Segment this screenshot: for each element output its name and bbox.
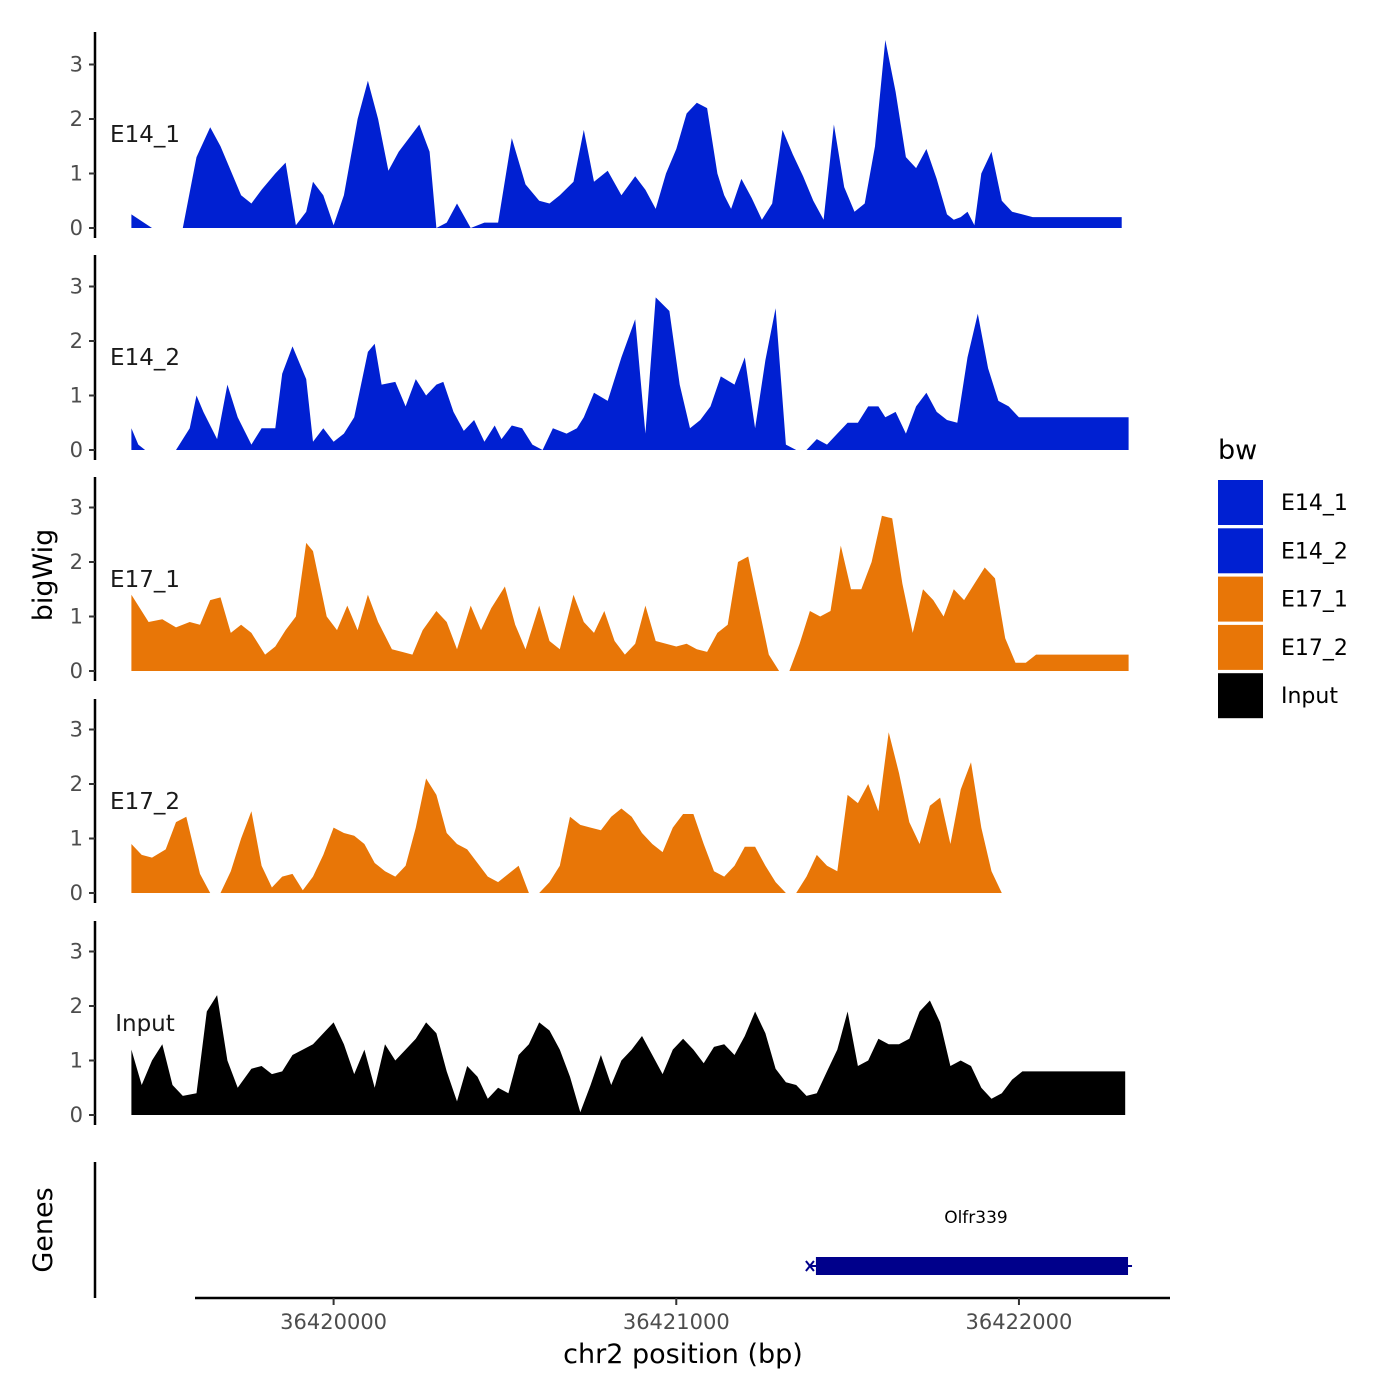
gene-body [815,1257,1129,1275]
area-E17_1 [131,515,1129,671]
legend-label: E14_1 [1281,491,1348,516]
track-label: E14_2 [110,345,180,371]
legend-key-E17_1 [1218,576,1263,622]
x-axis-title: chr2 position (bp) [563,1339,803,1370]
area-E14_1 [131,40,1122,228]
track-E17_2: 0 1 2 3 E17_2 [70,699,1115,905]
track-E17_1: 0 1 2 3 E17_1 [70,477,1129,683]
x-axis: 36420000 36421000 36422000 [195,1296,1170,1334]
y-tick-label: 2 [70,329,83,353]
y-tick-label: 0 [70,216,83,240]
legend-label: Input [1281,684,1338,709]
legend-title: bw [1218,435,1257,466]
y-tick-label: 0 [70,881,83,905]
track-label: E14_1 [110,122,180,148]
y-tick-label: 3 [70,940,83,964]
x-tick-label: 36420000 [280,1310,387,1334]
legend-key-E14_2 [1218,528,1263,574]
gene-label: Olfr339 [944,1208,1008,1228]
y-tick-label: 1 [70,384,83,408]
track-Input: 0 1 2 3 Input [70,921,1126,1127]
y-tick-label: 3 [70,718,83,742]
genes-axis-title: Genes [28,1187,59,1272]
legend-label: E14_2 [1281,539,1348,564]
area-Input [131,995,1126,1115]
y-axis-title: bigWig [28,529,59,622]
y-tick-label: 3 [70,53,83,77]
genes-panel: Olfr339 [93,1162,1133,1298]
area-E17_2 [131,732,1115,893]
y-tick-label: 2 [70,550,83,574]
y-tick-label: 1 [70,162,83,186]
y-tick-label: 2 [70,994,83,1018]
legend-label: E17_2 [1281,636,1348,661]
y-tick-label: 0 [70,438,83,462]
track-label: E17_1 [110,567,180,593]
y-tick-label: 0 [70,659,83,683]
legend-label: E17_1 [1281,588,1348,613]
y-tick-label: 1 [70,605,83,629]
gene-strand-marker [805,1260,815,1272]
area-E14_2 [131,297,1129,450]
track-label: E17_2 [110,789,180,815]
x-tick-label: 36421000 [623,1310,730,1334]
x-tick-label: 36422000 [965,1310,1072,1334]
y-tick-label: 3 [70,275,83,299]
y-tick-label: 3 [70,496,83,520]
legend-key-Input [1218,673,1263,719]
legend: bw E14_1 E14_2 E17_1 E17_2 Input [1218,435,1348,719]
y-tick-label: 2 [70,772,83,796]
track-label: Input [115,1011,175,1037]
y-tick-label: 1 [70,1049,83,1073]
track-E14_2: 0 1 2 3 E14_2 [70,255,1129,462]
y-tick-label: 0 [70,1103,83,1127]
legend-key-E14_1 [1218,480,1263,525]
signal-tracks: 0 1 2 3 E14_1 0 1 2 3 E14_2 0 1 2 3 E17_1 0 1 2 3 E17_2 0 1 2 3… [70,32,1129,1127]
y-tick-label: 1 [70,827,83,851]
y-tick-label: 2 [70,107,83,131]
track-E14_1: 0 1 2 3 E14_1 [70,32,1122,240]
legend-key-E17_2 [1218,624,1263,670]
